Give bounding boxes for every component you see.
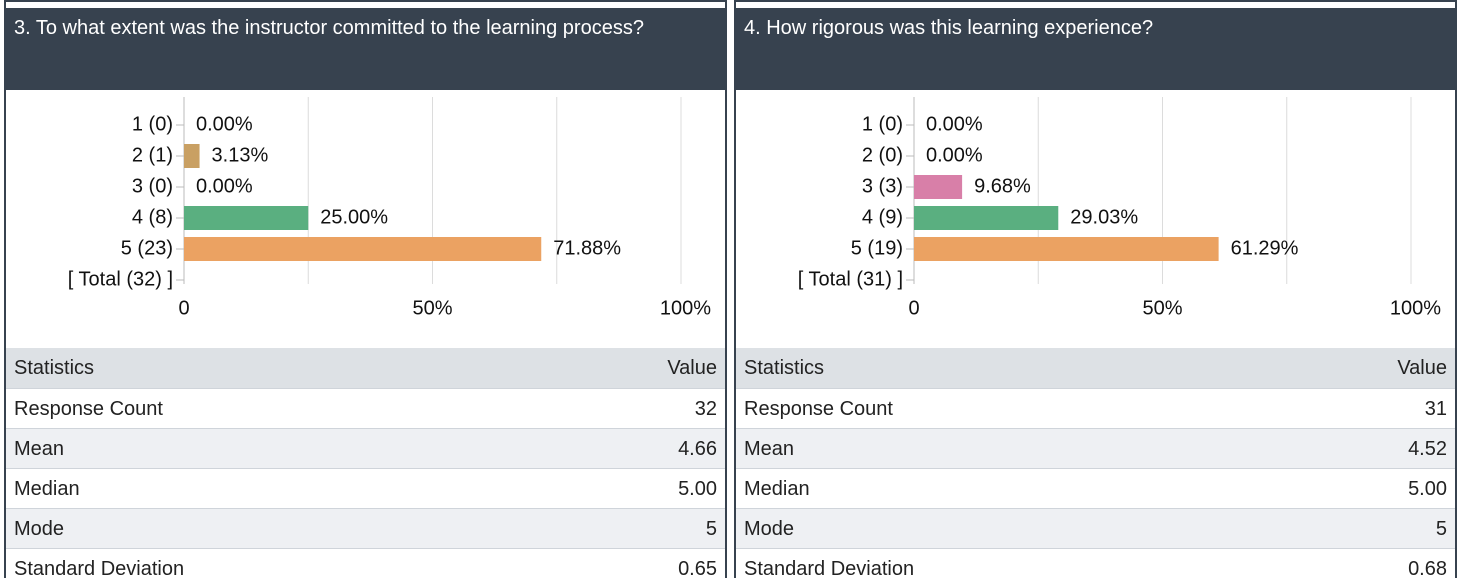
bar xyxy=(184,144,200,168)
y-tick-label: 2 (0) xyxy=(862,144,903,166)
y-tick-label: 2 (1) xyxy=(132,144,173,166)
cell: 32 xyxy=(694,398,717,420)
bar xyxy=(184,206,309,230)
y-tick-label: 3 (3) xyxy=(862,175,903,197)
table-row: Response Count 32 xyxy=(6,388,725,428)
table-row: Median 5.00 xyxy=(6,468,725,508)
bar xyxy=(914,175,963,199)
x-tick-label: 100% xyxy=(1390,297,1441,319)
table-row: Standard Deviation 0.68 xyxy=(736,548,1455,578)
top-strip xyxy=(736,2,1455,10)
top-strip xyxy=(6,2,725,10)
data-label: 25.00% xyxy=(320,206,388,228)
y-tick-label: [ Total (31) ] xyxy=(798,268,903,290)
cell: 5.00 xyxy=(1408,478,1447,500)
table-row: Standard Deviation 0.65 xyxy=(6,548,725,578)
bar xyxy=(914,206,1059,230)
header-cell: Value xyxy=(1397,357,1447,379)
chart: 0 50% 100% 1 (0) 0.00% 2 (1) 3.13% 3 (0) 0.00% 4 … xyxy=(68,97,711,319)
cell: Mode xyxy=(14,518,65,540)
cell: Standard Deviation xyxy=(14,558,185,578)
table-header: Statistics Value xyxy=(736,348,1455,388)
cell: 31 xyxy=(1424,398,1447,420)
x-tick-label: 0 xyxy=(178,297,189,319)
x-tick-label: 50% xyxy=(1142,297,1182,319)
cell: 4.66 xyxy=(678,438,717,460)
header-cell: Statistics xyxy=(14,357,95,379)
bar xyxy=(914,237,1219,261)
table-row: Mean 4.52 xyxy=(736,428,1455,468)
table-row: Median 5.00 xyxy=(736,468,1455,508)
panel-title: 3. To what extent was the instructor com… xyxy=(6,10,725,90)
header-cell: Statistics xyxy=(744,357,825,379)
cell: 0.68 xyxy=(1408,558,1447,578)
y-tick-label: 5 (23) xyxy=(121,237,173,259)
chart: 0 50% 100% 1 (0) 0.00% 2 (0) 0.00% 3 (3) 9.68% 4 … xyxy=(798,97,1441,319)
cell: Median xyxy=(14,478,80,500)
data-label: 61.29% xyxy=(1231,237,1299,259)
cell: 5.00 xyxy=(678,478,717,500)
data-label: 0.00% xyxy=(196,175,253,197)
panel: 3. To what extent was the instructor com… xyxy=(4,0,727,578)
x-tick-label: 50% xyxy=(412,297,452,319)
cell: Response Count xyxy=(744,398,893,420)
cell: 5 xyxy=(705,518,717,540)
panel: 4. How rigorous was this learning experi… xyxy=(734,0,1457,578)
data-label: 3.13% xyxy=(212,144,269,166)
y-tick-label: 4 (8) xyxy=(132,206,173,228)
data-label: 0.00% xyxy=(196,113,253,135)
y-tick-label: 4 (9) xyxy=(862,206,903,228)
cell: Mode xyxy=(744,518,795,540)
table-row: Mode 5 xyxy=(6,508,725,548)
y-tick-label: 1 (0) xyxy=(862,113,903,135)
cell: Mean xyxy=(14,438,65,460)
y-tick-label: 5 (19) xyxy=(851,237,903,259)
data-label: 0.00% xyxy=(926,144,983,166)
data-label: 71.88% xyxy=(553,237,621,259)
data-label: 29.03% xyxy=(1070,206,1138,228)
data-label: 0.00% xyxy=(926,113,983,135)
y-tick-label: [ Total (32) ] xyxy=(68,268,173,290)
table-row: Mean 4.66 xyxy=(6,428,725,468)
x-tick-label: 100% xyxy=(660,297,711,319)
panel-title: 4. How rigorous was this learning experi… xyxy=(736,10,1455,90)
y-tick-label: 1 (0) xyxy=(132,113,173,135)
cell: Mean xyxy=(744,438,795,460)
table-row: Response Count 31 xyxy=(736,388,1455,428)
cell: Standard Deviation xyxy=(744,558,915,578)
x-tick-label: 0 xyxy=(908,297,919,319)
cell: Response Count xyxy=(14,398,163,420)
y-tick-label: 3 (0) xyxy=(132,175,173,197)
cell: 5 xyxy=(1435,518,1447,540)
data-label: 9.68% xyxy=(974,175,1031,197)
cell: 0.65 xyxy=(678,558,717,578)
table-header: Statistics Value xyxy=(6,348,725,388)
header-cell: Value xyxy=(667,357,717,379)
table-row: Mode 5 xyxy=(736,508,1455,548)
cell: Median xyxy=(744,478,810,500)
cell: 4.52 xyxy=(1408,438,1447,460)
bar xyxy=(184,237,542,261)
